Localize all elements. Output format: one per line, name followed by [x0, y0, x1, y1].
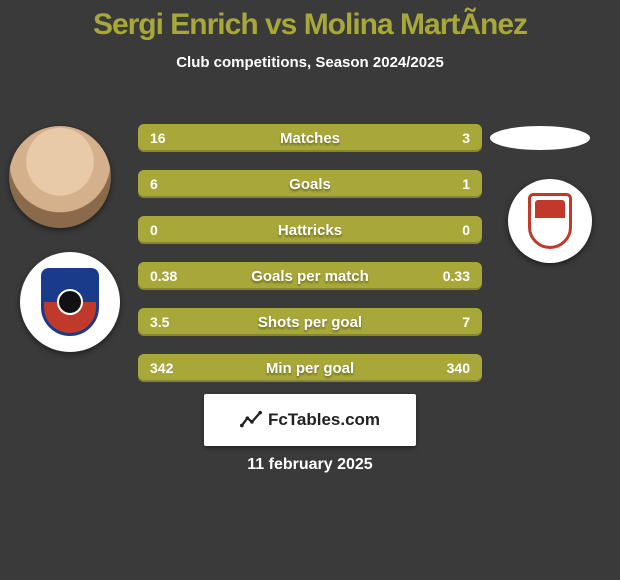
stat-right-value: 0 [462, 222, 470, 238]
stat-right-value: 1 [462, 176, 470, 192]
chart-icon [240, 409, 262, 431]
stats-table: 16Matches3 6Goals1 0Hattricks0 0.38Goals pe… [138, 124, 482, 400]
stat-right-value: 7 [462, 314, 470, 330]
stat-row: 16Matches3 [138, 124, 482, 152]
stat-row: 0.38Goals per match0.33 [138, 262, 482, 290]
stat-label: Goals per match [138, 268, 482, 285]
stat-right-value: 340 [447, 360, 470, 376]
stat-label: Hattricks [138, 222, 482, 239]
stat-row: 6Goals1 [138, 170, 482, 198]
logo-text: FcTables.com [268, 410, 380, 430]
stat-row: 342Min per goal340 [138, 354, 482, 382]
fctables-logo: FcTables.com [204, 394, 416, 446]
stat-label: Goals [138, 176, 482, 193]
stat-label: Min per goal [138, 360, 482, 377]
date-text: 11 february 2025 [0, 456, 620, 474]
player1-club-crest [20, 252, 120, 352]
stat-right-value: 0.33 [443, 268, 470, 284]
stat-label: Shots per goal [138, 314, 482, 331]
subtitle: Club competitions, Season 2024/2025 [0, 54, 620, 71]
player2-club-crest [508, 179, 592, 263]
granada-shield-icon [528, 193, 572, 249]
player1-avatar [9, 126, 111, 228]
player2-avatar [490, 126, 590, 150]
stat-row: 0Hattricks0 [138, 216, 482, 244]
page-title: Sergi Enrich vs Molina MartÃ­nez [0, 0, 620, 42]
stat-right-value: 3 [462, 130, 470, 146]
huesca-shield-icon [41, 268, 99, 336]
stat-row: 3.5Shots per goal7 [138, 308, 482, 336]
stat-label: Matches [138, 130, 482, 147]
